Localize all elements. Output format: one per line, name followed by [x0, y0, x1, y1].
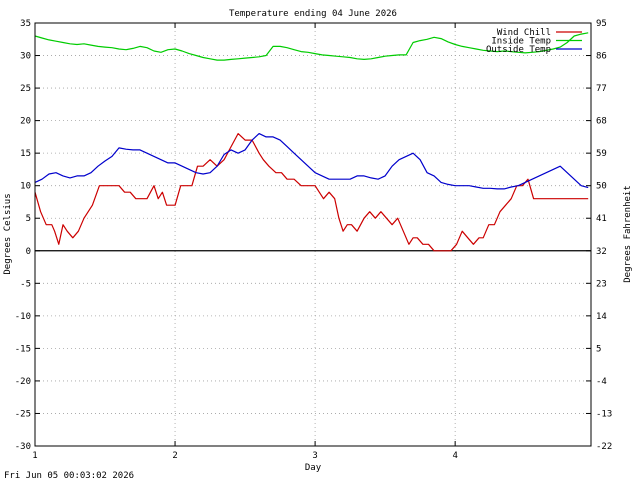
x-tick-label: 2	[172, 451, 177, 461]
y-tick-label-right: -13	[596, 409, 612, 419]
x-tick-label: 1	[32, 451, 37, 461]
y-tick-label-right: 32	[596, 247, 607, 257]
grid-lines	[35, 23, 591, 446]
y-tick-label-right: 41	[596, 214, 607, 224]
y-tick-label-right: 14	[596, 312, 607, 322]
y-tick-label-right: 5	[596, 344, 601, 354]
y-axis-left-title: Degrees Celsius	[3, 193, 13, 274]
footer-timestamp: Fri Jun 05 00:03:02 2026	[4, 471, 134, 480]
y-tick-label-left: 20	[20, 117, 31, 127]
axis-ticks: 35302520151050-5-10-15-20-25-30958677685…	[15, 19, 613, 461]
series-line-inside-temp	[34, 32, 589, 61]
y-tick-label-left: 35	[20, 19, 31, 29]
y-tick-label-right: -22	[596, 442, 612, 452]
y-tick-label-left: -25	[15, 409, 31, 419]
y-tick-label-left: 0	[26, 247, 31, 257]
legend-label-inside-temp: Inside Temp	[491, 37, 551, 47]
y-tick-label-left: 5	[26, 214, 31, 224]
y-tick-label-left: -5	[20, 279, 31, 289]
y-tick-label-left: 25	[20, 84, 31, 94]
y-tick-label-right: 50	[596, 182, 607, 192]
y-tick-label-left: 15	[20, 149, 31, 159]
plot-border	[34, 22, 592, 447]
x-tick-label: 3	[312, 451, 317, 461]
legend-label-outside-temp: Outside Temp	[486, 45, 551, 55]
y-axis-right-title: Degrees Fahrenheit	[623, 185, 633, 283]
series-line-wind-chill	[34, 133, 589, 252]
x-axis-title: Day	[305, 463, 322, 473]
y-tick-label-left: -30	[15, 442, 31, 452]
y-tick-label-right: 95	[596, 19, 607, 29]
legend-label-wind-chill: Wind Chill	[497, 28, 551, 38]
series-line-outside-temp	[34, 133, 589, 190]
x-tick-label: 4	[452, 451, 457, 461]
y-tick-label-left: 10	[20, 182, 31, 192]
series-lines	[34, 32, 589, 252]
y-tick-label-right: 86	[596, 52, 607, 62]
y-tick-label-left: -15	[15, 344, 31, 354]
y-tick-label-left: -20	[15, 377, 31, 387]
y-tick-label-right: 68	[596, 117, 607, 127]
chart-title: Temperature ending 04 June 2026	[229, 9, 397, 19]
y-tick-label-right: 77	[596, 84, 607, 94]
y-tick-label-right: -4	[596, 377, 607, 387]
plot-frame	[34, 22, 592, 447]
y-tick-label-left: -10	[15, 312, 31, 322]
y-tick-label-left: 30	[20, 52, 31, 62]
y-tick-label-right: 23	[596, 279, 607, 289]
y-tick-label-right: 59	[596, 149, 607, 159]
